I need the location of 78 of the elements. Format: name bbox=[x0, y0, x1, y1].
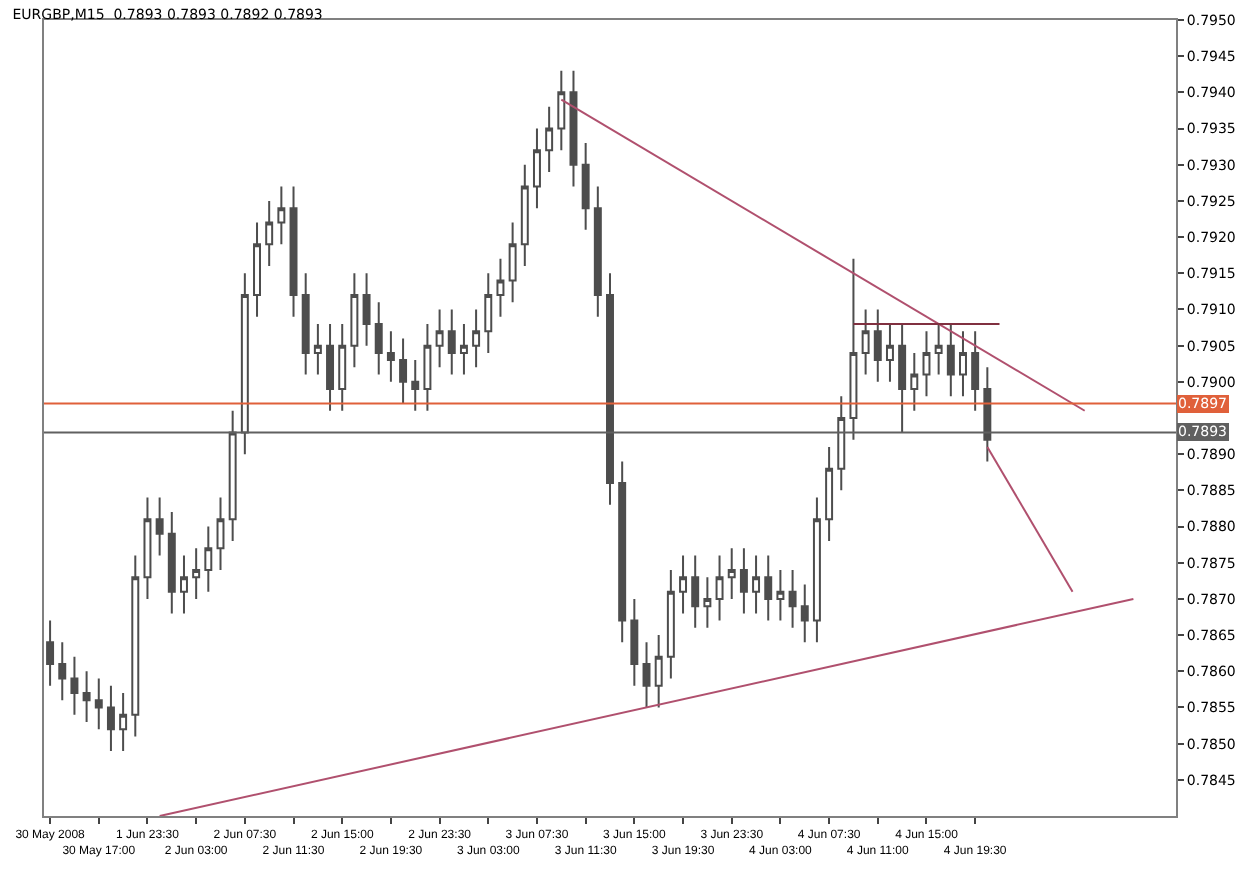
candlestick bbox=[131, 554, 140, 738]
candlestick bbox=[399, 337, 408, 405]
candlestick bbox=[569, 69, 578, 188]
candlestick bbox=[411, 359, 420, 412]
candlestick bbox=[423, 322, 432, 412]
candlestick bbox=[959, 330, 967, 398]
candlestick bbox=[167, 511, 176, 615]
candlestick bbox=[350, 272, 359, 369]
candlestick bbox=[606, 272, 614, 506]
candlestick bbox=[776, 568, 785, 622]
candlestick bbox=[715, 554, 724, 622]
candlestick bbox=[764, 554, 773, 622]
candlestick bbox=[788, 568, 797, 629]
candlestick bbox=[155, 496, 164, 557]
candlestick bbox=[289, 185, 298, 318]
candlestick bbox=[326, 322, 335, 412]
candlestick bbox=[727, 547, 736, 600]
candlestick bbox=[983, 366, 992, 463]
candlestick bbox=[654, 634, 663, 709]
candlestick bbox=[435, 308, 444, 369]
candlestick bbox=[386, 330, 395, 383]
candlestick bbox=[143, 496, 152, 600]
candlestick bbox=[739, 547, 748, 615]
candlestick bbox=[812, 496, 821, 644]
candlestick bbox=[265, 199, 274, 268]
candlestick bbox=[837, 395, 846, 492]
candlestick bbox=[593, 185, 602, 318]
candlestick bbox=[922, 330, 931, 398]
candlestick bbox=[861, 308, 870, 376]
candlestick bbox=[946, 322, 955, 398]
candlestick bbox=[362, 272, 371, 347]
candlestick bbox=[94, 677, 103, 731]
candlestick bbox=[58, 641, 67, 702]
candlestick bbox=[70, 655, 79, 716]
candlestick bbox=[691, 554, 700, 629]
candlestick bbox=[106, 684, 115, 752]
candlestick bbox=[374, 301, 383, 376]
candlestick bbox=[557, 69, 566, 152]
candlestick bbox=[508, 221, 517, 304]
candlestick bbox=[825, 445, 834, 543]
candlestick bbox=[703, 576, 712, 629]
candlestick bbox=[910, 351, 919, 412]
candlestick bbox=[934, 322, 943, 376]
candlestick bbox=[496, 257, 505, 318]
candlestick bbox=[216, 496, 225, 571]
candlestick bbox=[82, 670, 91, 723]
candlestick bbox=[800, 583, 809, 644]
candlestick bbox=[204, 525, 213, 593]
candlestick bbox=[752, 554, 761, 615]
candlestick bbox=[971, 330, 980, 412]
candlestick bbox=[119, 691, 128, 752]
candlestick bbox=[666, 568, 675, 680]
candlestick bbox=[338, 322, 347, 412]
candlestick bbox=[873, 308, 882, 383]
candlestick bbox=[447, 308, 456, 376]
candlestick bbox=[228, 409, 237, 543]
candlestick bbox=[472, 308, 481, 369]
candlestick bbox=[885, 322, 894, 383]
candlestick bbox=[532, 127, 541, 210]
candlestick bbox=[301, 272, 310, 376]
candlestick bbox=[642, 641, 651, 709]
candlestick bbox=[630, 597, 639, 687]
candlestick bbox=[459, 322, 468, 376]
candlestick bbox=[898, 322, 907, 434]
candlestick bbox=[192, 547, 201, 600]
candlestick bbox=[545, 105, 554, 173]
candlestick bbox=[277, 185, 286, 246]
candlestick bbox=[849, 257, 858, 441]
candlestick bbox=[484, 272, 493, 354]
candlestick bbox=[618, 460, 627, 644]
candlestick bbox=[240, 272, 249, 456]
candlestick bbox=[581, 142, 590, 231]
candlestick bbox=[520, 163, 529, 268]
candlestick bbox=[313, 322, 322, 376]
candlestick bbox=[679, 554, 688, 615]
candlestick bbox=[46, 619, 55, 687]
candlestick bbox=[253, 221, 261, 318]
candlestick bbox=[180, 554, 188, 615]
